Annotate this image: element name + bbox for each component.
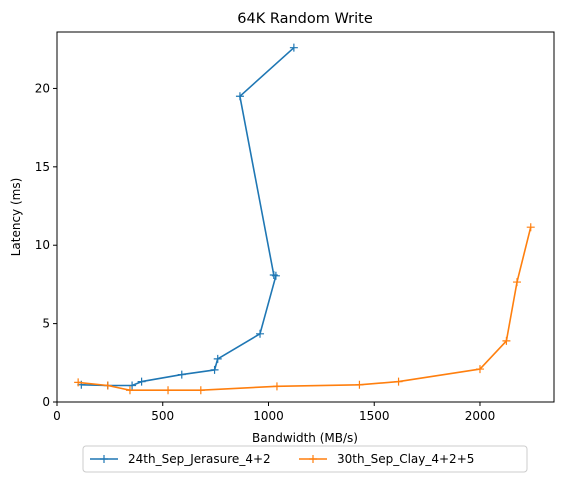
- y-tick-label: 5: [42, 317, 50, 331]
- data-point: [177, 370, 186, 379]
- x-tick-label: 500: [151, 409, 174, 423]
- x-axis: 0 500 1000 1500 2000: [53, 402, 495, 423]
- x-tick-label: 1500: [359, 409, 390, 423]
- data-point: [103, 381, 112, 390]
- plot-frame: [56, 31, 555, 403]
- chart-title: 64K Random Write: [237, 11, 373, 27]
- data-point: [272, 382, 281, 391]
- series-line-1: [81, 47, 295, 387]
- y-tick-label: 0: [42, 395, 50, 409]
- data-point: [137, 377, 146, 386]
- data-point: [475, 365, 484, 374]
- y-tick-label: 10: [35, 238, 50, 252]
- data-point: [355, 380, 364, 389]
- y-tick-label: 20: [35, 81, 50, 95]
- y-axis: 0 5 10 15 20: [35, 81, 57, 409]
- legend: 24th_Sep_Jerasure_4+2 30th_Sep_Clay_4+2+5: [82, 445, 528, 473]
- data-point: [502, 336, 511, 345]
- data-point: [289, 43, 298, 52]
- data-point: [210, 365, 219, 374]
- series-line-2: [78, 227, 532, 392]
- legend-marker: [100, 455, 108, 463]
- plot-area: [74, 43, 535, 395]
- data-point: [394, 377, 403, 386]
- x-tick-label: 1000: [253, 409, 284, 423]
- y-tick-label: 15: [35, 160, 50, 174]
- data-point: [164, 386, 173, 395]
- legend-label-2: 30th_Sep_Clay_4+2+5: [337, 452, 474, 466]
- data-point: [196, 386, 205, 395]
- data-point: [74, 378, 83, 387]
- data-point: [526, 223, 535, 232]
- data-point: [512, 278, 521, 287]
- data-point: [269, 271, 278, 280]
- legend-label-1: 24th_Sep_Jerasure_4+2: [128, 452, 271, 466]
- y-axis-label: Latency (ms): [9, 178, 23, 257]
- x-tick-label: 0: [53, 409, 61, 423]
- legend-marker: [309, 455, 317, 463]
- x-axis-label: Bandwidth (MB/s): [252, 431, 358, 445]
- data-point: [125, 386, 134, 395]
- data-point: [213, 354, 222, 363]
- data-point: [235, 92, 244, 101]
- x-tick-label: 2000: [465, 409, 496, 423]
- data-point: [128, 381, 137, 390]
- data-point: [256, 329, 265, 338]
